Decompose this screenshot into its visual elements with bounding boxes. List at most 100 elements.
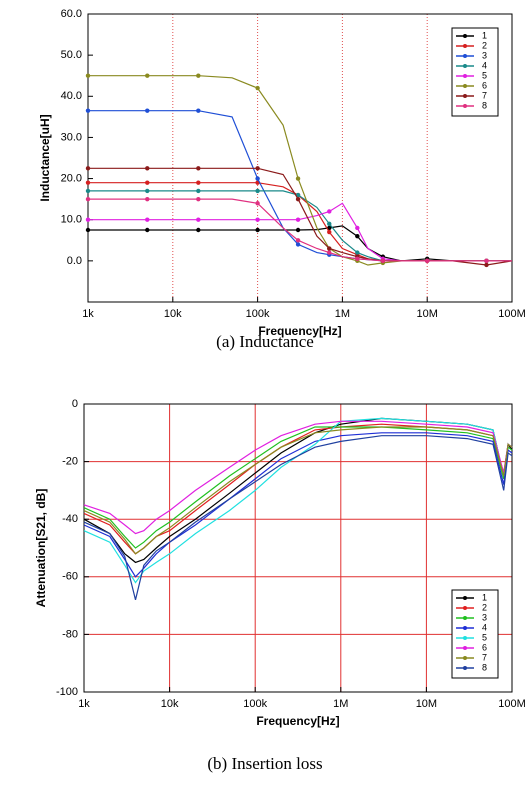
series-marker xyxy=(145,217,150,222)
series-marker xyxy=(196,73,201,78)
legend-label: 4 xyxy=(482,60,487,70)
series-marker xyxy=(85,196,91,202)
series-marker xyxy=(145,180,150,185)
series-marker xyxy=(327,225,332,231)
series-marker xyxy=(255,188,260,194)
series-line xyxy=(83,432,513,578)
legend-marker xyxy=(463,666,467,670)
legend-label: 8 xyxy=(482,662,487,672)
caption: (b) Insertion loss xyxy=(207,754,322,773)
y-tick-label: 20.0 xyxy=(61,172,82,184)
x-tick-label: 100M xyxy=(498,698,526,710)
x-axis-label: Frequency[Hz] xyxy=(256,714,339,728)
series-line xyxy=(88,198,512,262)
series-marker xyxy=(255,166,260,171)
series-marker xyxy=(85,188,91,194)
series-marker xyxy=(295,176,301,181)
legend-label: 1 xyxy=(482,592,487,602)
legend-marker xyxy=(463,54,467,58)
legend-label: 7 xyxy=(482,90,487,100)
series-marker xyxy=(145,166,150,171)
series-marker xyxy=(327,209,332,214)
series-line xyxy=(83,426,513,549)
series-marker xyxy=(484,262,489,268)
legend-marker xyxy=(463,104,467,108)
legend-marker xyxy=(463,64,467,68)
series-marker xyxy=(85,180,91,185)
x-tick-label: 1M xyxy=(335,308,350,320)
series-marker xyxy=(196,108,201,113)
series-marker xyxy=(295,238,301,243)
series-marker xyxy=(355,233,360,239)
series-marker xyxy=(355,250,360,255)
series-marker xyxy=(145,108,150,113)
legend-label: 6 xyxy=(482,80,487,90)
legend-marker xyxy=(463,596,467,600)
series-marker xyxy=(295,227,301,233)
series-line xyxy=(83,420,513,535)
x-tick-label: 10M xyxy=(416,698,437,710)
series-marker xyxy=(295,196,301,202)
y-axis-label: Inductance[uH] xyxy=(38,114,52,201)
legend-label: 6 xyxy=(482,642,487,652)
y-tick-label: -60 xyxy=(62,571,78,583)
legend-marker xyxy=(463,636,467,640)
series-marker xyxy=(255,227,260,233)
series-marker xyxy=(255,176,260,181)
series-marker xyxy=(355,256,360,261)
legend-label: 3 xyxy=(482,50,487,60)
legend-marker xyxy=(463,44,467,48)
series-marker xyxy=(327,229,332,235)
series-marker xyxy=(85,227,91,233)
series-marker xyxy=(145,196,150,202)
series-marker xyxy=(255,85,260,91)
legend-label: 3 xyxy=(482,612,487,622)
y-axis-label: Attenuation[S21, dB] xyxy=(34,489,48,608)
series-line xyxy=(83,423,513,555)
y-tick-label: 30.0 xyxy=(61,131,82,143)
chart: 1k 10k 100k 1M 10M 100M 0.0 10.0 20.0 30.0 40.0 50.… xyxy=(38,8,526,351)
legend-label: 5 xyxy=(482,632,487,642)
series-marker xyxy=(425,258,430,264)
legend-label: 2 xyxy=(482,40,487,50)
x-tick-label: 1k xyxy=(78,698,90,710)
x-tick-label: 100k xyxy=(243,698,267,710)
y-tick-label: 50.0 xyxy=(61,49,82,61)
series-marker xyxy=(196,180,201,185)
series-marker xyxy=(145,73,150,78)
legend-marker xyxy=(463,94,467,98)
legend-marker xyxy=(463,646,467,650)
x-tick-label: 100M xyxy=(498,308,526,320)
x-tick-label: 10k xyxy=(164,308,182,320)
x-tick-label: 1k xyxy=(82,308,94,320)
legend-box xyxy=(451,27,499,117)
legend-marker xyxy=(463,34,467,38)
legend-marker xyxy=(463,606,467,610)
y-tick-label: 40.0 xyxy=(61,90,82,102)
series-marker xyxy=(327,246,332,251)
y-tick-label: -20 xyxy=(62,456,78,468)
y-tick-label: -80 xyxy=(62,628,78,640)
y-tick-label: 0 xyxy=(72,398,78,410)
series-marker xyxy=(145,188,150,194)
series-line xyxy=(88,110,512,262)
series-marker xyxy=(295,217,301,222)
series-marker xyxy=(85,108,91,113)
series-line xyxy=(88,190,512,262)
series-marker xyxy=(380,258,386,264)
series-marker xyxy=(295,242,301,247)
series-marker xyxy=(196,196,201,202)
legend-label: 7 xyxy=(482,652,487,662)
y-tick-label: 60.0 xyxy=(61,8,82,20)
x-tick-label: 100k xyxy=(246,308,270,320)
series-marker xyxy=(196,188,201,194)
x-axis-label: Frequency[Hz] xyxy=(258,324,341,338)
legend-marker xyxy=(463,74,467,78)
x-tick-label: 1M xyxy=(333,698,348,710)
series-line xyxy=(83,435,513,600)
series-marker xyxy=(85,217,91,222)
series-marker xyxy=(196,227,201,233)
series-marker xyxy=(355,225,360,231)
